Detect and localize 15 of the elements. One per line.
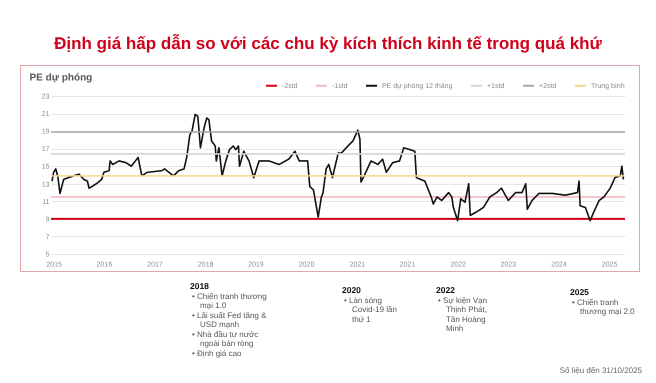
text: 2022 bbox=[436, 285, 456, 296]
text: • Chiến tranh thương mại 2.0 bbox=[572, 298, 636, 316]
chart-title: Định giá hấp dẫn so với các chu kỳ kích thích kinh tế trong quá khứ bbox=[53, 34, 603, 54]
text: • Lãi suất Fed tăng & USD mạnh bbox=[192, 310, 268, 330]
text: Số liệu đến 31/10/2025 bbox=[560, 366, 642, 375]
text: 2018 bbox=[190, 281, 210, 292]
y-axis-title: PE dự phóng bbox=[30, 72, 92, 84]
text: 2025 bbox=[570, 287, 590, 298]
line-series bbox=[51, 114, 624, 222]
text: • Định giá cao bbox=[192, 348, 242, 358]
text: • Sự kiện Vạn Thịnh Phát, Tân Hoàng Minh bbox=[438, 296, 488, 334]
text: • Chiến tranh thương mại 1.0 bbox=[192, 292, 268, 310]
text: • Nhà đầu tư nước ngoài bán ròng bbox=[192, 330, 260, 348]
text: 2020 bbox=[342, 285, 362, 296]
text: • Làn sóng Covid-19 lần thứ 1 bbox=[344, 296, 398, 324]
